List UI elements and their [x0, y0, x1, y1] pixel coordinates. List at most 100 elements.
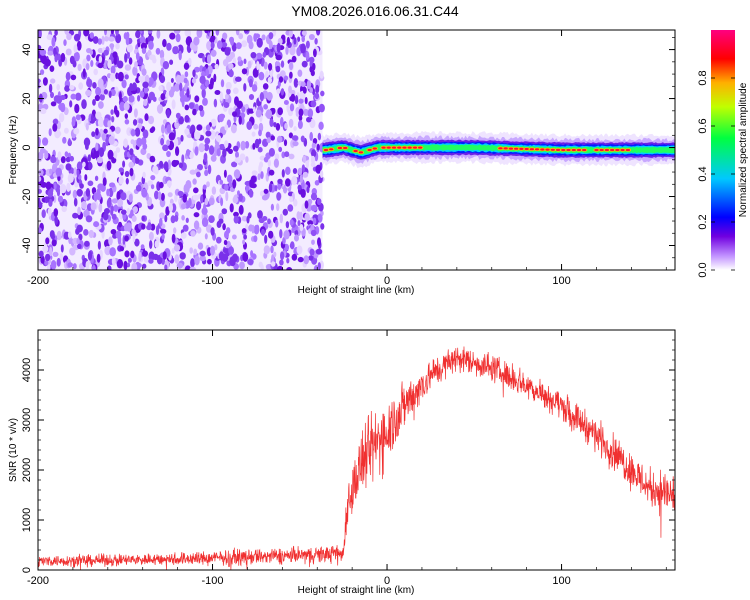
noise-speckle	[135, 52, 140, 61]
noise-speckle	[92, 99, 96, 106]
bottom-x-axis-label: Height of straight line (km)	[298, 585, 415, 596]
noise-speckle	[111, 257, 116, 266]
noise-speckle	[82, 68, 86, 78]
noise-speckle	[133, 108, 138, 118]
noise-speckle	[147, 35, 154, 43]
noise-speckle	[175, 112, 181, 119]
noise-speckle	[251, 170, 258, 176]
noise-speckle	[218, 218, 224, 224]
noise-speckle	[302, 86, 307, 94]
noise-speckle	[210, 227, 215, 236]
noise-speckle	[124, 64, 132, 71]
noise-speckle	[204, 233, 208, 240]
noise-speckle	[184, 128, 190, 136]
noise-speckle	[99, 93, 105, 101]
noise-speckle	[171, 247, 175, 254]
noise-speckle	[95, 127, 99, 136]
noise-speckle	[193, 36, 200, 46]
noise-speckle	[262, 51, 267, 58]
noise-speckle	[104, 35, 110, 42]
noise-speckle	[206, 181, 210, 188]
noise-speckle	[263, 61, 268, 70]
noise-speckle	[53, 182, 57, 190]
noise-speckle	[259, 92, 264, 102]
noise-speckle	[124, 119, 130, 125]
noise-speckle	[60, 244, 64, 253]
noise-speckle	[113, 150, 118, 159]
noise-speckle	[288, 30, 293, 38]
noise-speckle	[266, 137, 271, 144]
noise-speckle	[173, 227, 177, 234]
noise-speckle	[276, 265, 284, 270]
ridge-core	[386, 146, 391, 149]
noise-speckle	[232, 196, 239, 204]
noise-speckle	[124, 53, 128, 63]
noise-speckle	[121, 79, 127, 89]
noise-speckle	[103, 89, 108, 95]
noise-speckle	[102, 177, 107, 187]
top-x-tick-label: -100	[202, 275, 224, 287]
ridge-core	[610, 148, 615, 152]
noise-speckle	[194, 255, 200, 266]
noise-speckle	[315, 248, 323, 255]
noise-speckle	[192, 194, 200, 201]
noise-speckle	[228, 148, 233, 154]
noise-speckle	[294, 95, 299, 105]
noise-speckle	[287, 204, 294, 212]
noise-speckle	[107, 120, 112, 128]
noise-speckle	[116, 191, 121, 201]
noise-speckle	[72, 212, 79, 219]
noise-speckle	[299, 174, 304, 184]
noise-speckle	[73, 167, 77, 176]
ridge-core	[534, 148, 540, 151]
noise-speckle	[76, 237, 80, 245]
noise-speckle	[150, 175, 156, 181]
noise-speckle	[285, 178, 291, 187]
noise-speckle	[235, 76, 242, 82]
noise-speckle	[38, 176, 42, 182]
noise-speckle	[141, 223, 146, 230]
noise-speckle	[300, 188, 306, 198]
noise-speckle	[252, 106, 256, 113]
noise-speckle	[255, 109, 262, 118]
noise-speckle	[247, 60, 252, 69]
noise-speckle	[180, 232, 187, 239]
noise-speckle	[152, 165, 159, 174]
ridge-core	[498, 147, 503, 150]
noise-speckle	[306, 80, 312, 90]
noise-speckle	[88, 161, 92, 171]
noise-speckle	[310, 70, 315, 77]
bottom-x-tick-label: -100	[202, 575, 224, 587]
noise-speckle	[286, 102, 290, 113]
noise-speckle	[148, 80, 152, 87]
noise-speckle	[159, 217, 163, 227]
noise-speckle	[184, 71, 189, 78]
top-y-tick-label: -20	[21, 189, 33, 205]
spectrogram-noise-region	[38, 30, 325, 270]
noise-speckle	[270, 261, 276, 267]
noise-speckle	[101, 133, 106, 141]
noise-speckle	[301, 60, 308, 68]
noise-speckle	[265, 109, 273, 119]
noise-speckle	[277, 107, 284, 116]
noise-speckle	[140, 42, 147, 50]
noise-speckle	[90, 202, 97, 211]
noise-speckle	[174, 193, 178, 203]
noise-speckle	[118, 167, 125, 173]
noise-speckle	[85, 260, 90, 270]
noise-speckle	[50, 234, 56, 240]
noise-speckle	[225, 81, 232, 90]
noise-speckle	[122, 96, 128, 103]
noise-speckle	[59, 253, 63, 261]
noise-speckle	[132, 66, 138, 76]
ridge-core	[524, 147, 529, 151]
noise-speckle	[255, 52, 263, 60]
noise-speckle	[263, 245, 271, 255]
noise-speckle	[126, 207, 130, 216]
noise-speckle	[125, 222, 132, 232]
noise-speckle	[315, 164, 322, 174]
noise-speckle	[60, 102, 66, 113]
noise-speckle	[276, 88, 281, 94]
noise-speckle	[107, 149, 114, 160]
noise-speckle	[316, 198, 322, 206]
